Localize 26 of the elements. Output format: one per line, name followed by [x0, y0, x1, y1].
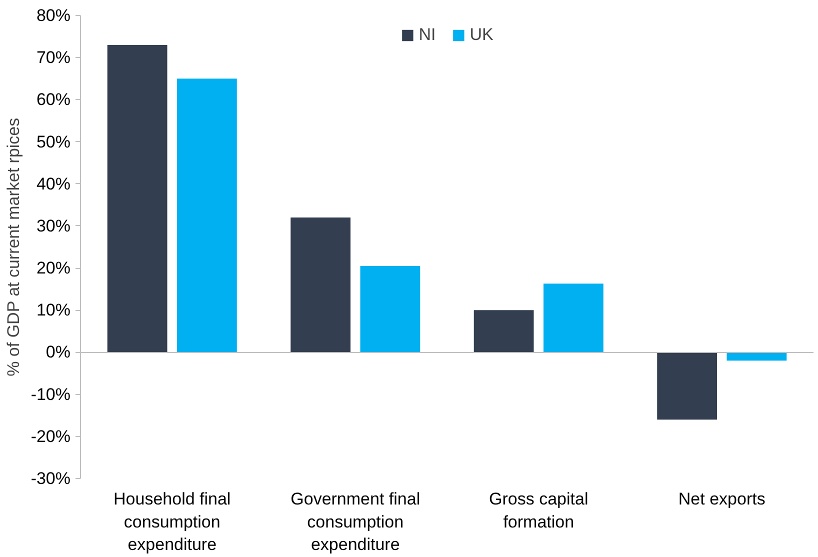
- y-tick-label: -20%: [30, 426, 70, 446]
- y-tick-label: 80%: [36, 6, 71, 25]
- x-tick-label: Net exports: [678, 490, 766, 508]
- x-tick-label: Gross capital formation: [489, 490, 588, 532]
- legend-label: NI: [418, 25, 437, 45]
- y-tick-label: 50%: [36, 132, 71, 152]
- y-tick-label: 70%: [36, 48, 71, 68]
- legend-label: UK: [470, 25, 494, 45]
- bar: [177, 78, 237, 352]
- y-tick-label: -30%: [30, 469, 70, 488]
- y-tick-label: 30%: [36, 216, 71, 236]
- y-tick-label: -10%: [30, 384, 70, 404]
- y-tick-label: 60%: [36, 90, 71, 110]
- bar: [290, 218, 350, 352]
- x-tick-label: Government final consumption expenditure: [290, 490, 420, 554]
- y-tick-label: 40%: [36, 174, 71, 194]
- bar: [544, 284, 604, 352]
- bar: [107, 44, 168, 352]
- bar: [657, 352, 717, 420]
- y-tick-label: 0%: [46, 342, 71, 362]
- y-tick-label: 10%: [36, 300, 71, 320]
- bar: [360, 266, 420, 352]
- y-axis-title: % of GDP at current market rpices: [4, 118, 23, 376]
- y-tick-label: 20%: [36, 258, 71, 278]
- x-tick-label: Household final consumption expenditure: [114, 490, 231, 554]
- bar: [474, 310, 534, 352]
